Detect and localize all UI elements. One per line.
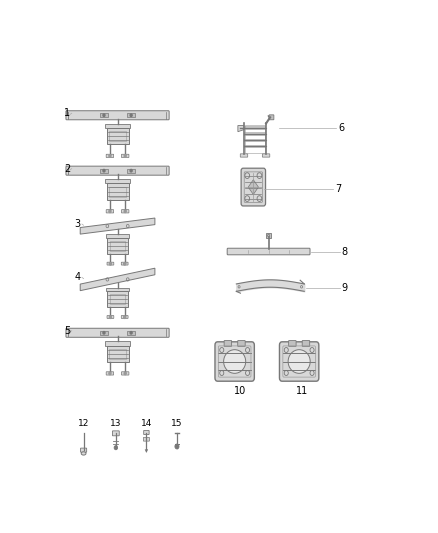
FancyBboxPatch shape (289, 341, 296, 346)
FancyBboxPatch shape (106, 128, 129, 144)
FancyBboxPatch shape (143, 438, 149, 441)
Text: 1: 1 (64, 108, 70, 118)
FancyBboxPatch shape (66, 166, 169, 175)
Ellipse shape (224, 350, 246, 373)
Circle shape (124, 210, 126, 213)
FancyBboxPatch shape (244, 139, 266, 142)
Text: 13: 13 (110, 419, 122, 429)
Circle shape (130, 332, 132, 334)
FancyBboxPatch shape (241, 168, 265, 206)
FancyBboxPatch shape (127, 113, 135, 117)
FancyBboxPatch shape (238, 341, 245, 346)
FancyBboxPatch shape (100, 168, 108, 173)
Circle shape (124, 372, 126, 375)
Text: 9: 9 (342, 282, 348, 293)
FancyBboxPatch shape (105, 124, 130, 128)
Circle shape (103, 169, 105, 172)
FancyBboxPatch shape (105, 179, 130, 183)
FancyBboxPatch shape (121, 154, 129, 158)
FancyBboxPatch shape (106, 183, 129, 200)
FancyBboxPatch shape (106, 235, 130, 238)
Text: 11: 11 (297, 386, 309, 396)
Circle shape (109, 210, 111, 213)
FancyBboxPatch shape (107, 238, 128, 254)
Text: 12: 12 (78, 419, 89, 429)
Text: 5: 5 (64, 326, 70, 336)
FancyBboxPatch shape (244, 126, 266, 130)
Text: 10: 10 (233, 386, 246, 396)
Circle shape (110, 316, 111, 318)
FancyBboxPatch shape (105, 342, 130, 345)
Circle shape (103, 332, 105, 334)
FancyBboxPatch shape (240, 154, 248, 157)
FancyBboxPatch shape (244, 145, 266, 148)
Text: 6: 6 (338, 124, 344, 133)
FancyBboxPatch shape (302, 341, 310, 346)
FancyBboxPatch shape (121, 372, 129, 375)
Polygon shape (80, 268, 155, 290)
Circle shape (110, 263, 111, 265)
FancyBboxPatch shape (266, 233, 271, 238)
FancyBboxPatch shape (106, 154, 113, 158)
Text: 2: 2 (64, 164, 70, 174)
FancyBboxPatch shape (262, 154, 270, 157)
FancyBboxPatch shape (107, 292, 128, 307)
FancyBboxPatch shape (127, 330, 135, 335)
FancyBboxPatch shape (121, 316, 128, 318)
FancyBboxPatch shape (100, 113, 108, 117)
Circle shape (175, 444, 179, 449)
Circle shape (124, 316, 126, 318)
FancyBboxPatch shape (106, 209, 113, 213)
Text: 7: 7 (335, 184, 341, 194)
Circle shape (114, 446, 117, 450)
FancyBboxPatch shape (106, 372, 113, 375)
Ellipse shape (288, 350, 310, 373)
Circle shape (103, 114, 105, 117)
FancyBboxPatch shape (81, 448, 87, 452)
FancyBboxPatch shape (127, 168, 135, 173)
Polygon shape (238, 126, 244, 132)
Circle shape (124, 155, 126, 157)
FancyBboxPatch shape (107, 316, 114, 318)
FancyBboxPatch shape (227, 248, 310, 255)
FancyBboxPatch shape (121, 262, 128, 265)
FancyBboxPatch shape (106, 288, 130, 292)
Text: 15: 15 (171, 419, 183, 429)
FancyBboxPatch shape (215, 342, 254, 381)
FancyBboxPatch shape (107, 262, 114, 265)
Circle shape (130, 169, 132, 172)
FancyBboxPatch shape (244, 133, 266, 136)
Text: 4: 4 (74, 272, 80, 282)
Text: 8: 8 (342, 247, 348, 256)
Circle shape (109, 155, 111, 157)
Polygon shape (80, 218, 155, 234)
Circle shape (124, 263, 126, 265)
FancyBboxPatch shape (144, 431, 149, 434)
FancyBboxPatch shape (113, 431, 119, 436)
FancyBboxPatch shape (66, 328, 169, 337)
FancyBboxPatch shape (224, 341, 232, 346)
Circle shape (109, 372, 111, 375)
FancyBboxPatch shape (269, 115, 274, 120)
FancyBboxPatch shape (66, 111, 169, 120)
FancyBboxPatch shape (106, 345, 129, 362)
Ellipse shape (81, 452, 86, 455)
Text: 3: 3 (74, 219, 80, 229)
Polygon shape (248, 180, 258, 195)
FancyBboxPatch shape (121, 209, 129, 213)
Circle shape (130, 114, 132, 117)
FancyBboxPatch shape (100, 330, 108, 335)
Text: 14: 14 (141, 419, 152, 429)
FancyBboxPatch shape (279, 342, 319, 381)
